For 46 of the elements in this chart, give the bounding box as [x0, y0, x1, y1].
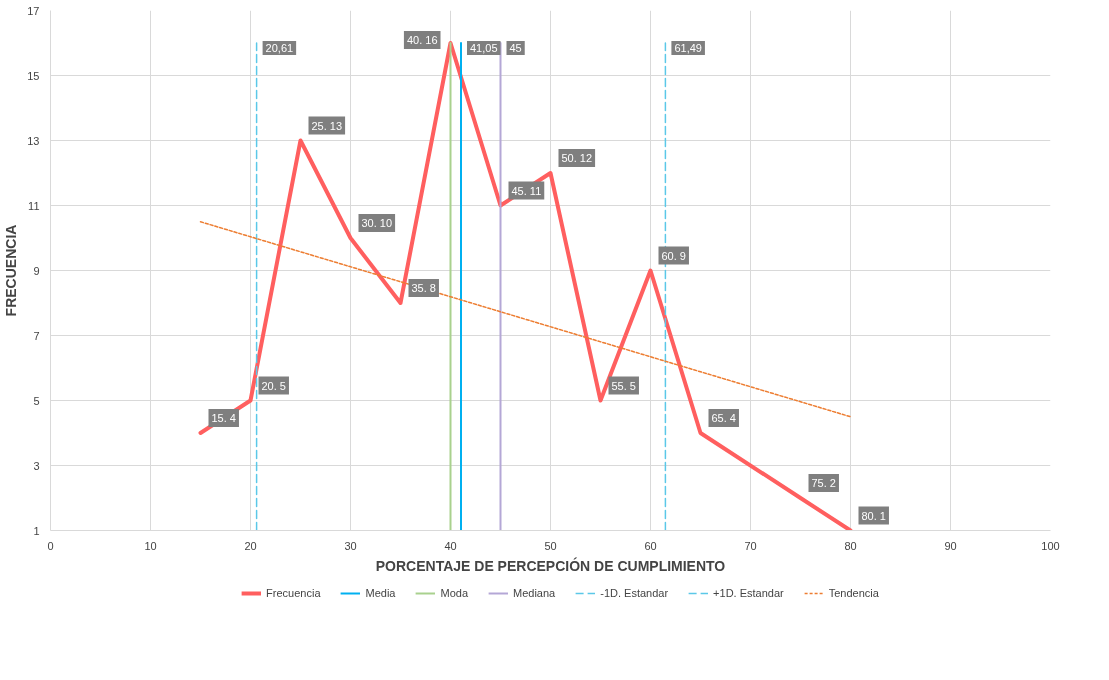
- data-label: 55. 5: [611, 379, 636, 392]
- legend-label: Media: [365, 587, 396, 599]
- data-label: 65. 4: [711, 412, 736, 424]
- x-axis-title: PORCENTAJE DE PERCEPCIÓN DE CUMPLIMIENTO: [375, 556, 726, 574]
- y-tick-label: 7: [33, 329, 40, 342]
- x-tick-label: 10: [144, 539, 157, 552]
- legend-label: -1D. Estandar: [600, 587, 669, 599]
- x-tick-label: 100: [1041, 539, 1060, 552]
- y-tick-label: 1: [33, 524, 40, 537]
- annotation: 20,61: [265, 42, 294, 54]
- y-tick-label: 5: [33, 394, 40, 407]
- data-label: 80. 1: [861, 509, 886, 522]
- data-label: 60. 9: [661, 249, 686, 262]
- y-tick-label: 11: [28, 199, 40, 212]
- legend-label: +1D. Estandar: [713, 587, 784, 599]
- x-tick-label: 80: [844, 539, 857, 552]
- annotation: 45: [509, 42, 522, 54]
- legend-label: Moda: [440, 587, 469, 599]
- annotation: 61,49: [674, 42, 702, 54]
- data-label: 75. 2: [811, 477, 836, 489]
- y-tick-label: 13: [27, 134, 40, 147]
- legend-label: Mediana: [513, 587, 556, 599]
- y-axis-title: FRECUENCIA: [3, 224, 20, 317]
- data-label: 50. 12: [561, 152, 593, 164]
- x-tick-label: 90: [944, 539, 957, 552]
- data-label: 40. 16: [406, 34, 438, 46]
- x-tick-label: 0: [47, 539, 54, 552]
- data-label: 35. 8: [411, 282, 436, 294]
- x-tick-label: 60: [644, 539, 657, 552]
- data-label: 30. 10: [361, 217, 393, 229]
- y-tick-label: 15: [27, 69, 40, 82]
- x-tick-label: 40: [444, 539, 457, 552]
- annotation: 41,05: [470, 42, 498, 54]
- data-label: 20. 5: [261, 379, 286, 392]
- x-tick-label: 30: [344, 539, 357, 552]
- x-tick-label: 20: [244, 539, 257, 552]
- y-tick-label: 3: [33, 459, 40, 472]
- y-tick-label: 17: [27, 4, 40, 17]
- x-tick-label: 70: [744, 539, 757, 552]
- legend-label: Tendencia: [828, 587, 879, 599]
- data-label: 45. 11: [511, 184, 542, 197]
- legend-label: Frecuencia: [266, 587, 321, 599]
- x-tick-label: 50: [544, 539, 557, 552]
- y-tick-label: 9: [33, 264, 40, 277]
- data-label: 15. 4: [211, 412, 236, 424]
- data-label: 25. 13: [311, 119, 343, 132]
